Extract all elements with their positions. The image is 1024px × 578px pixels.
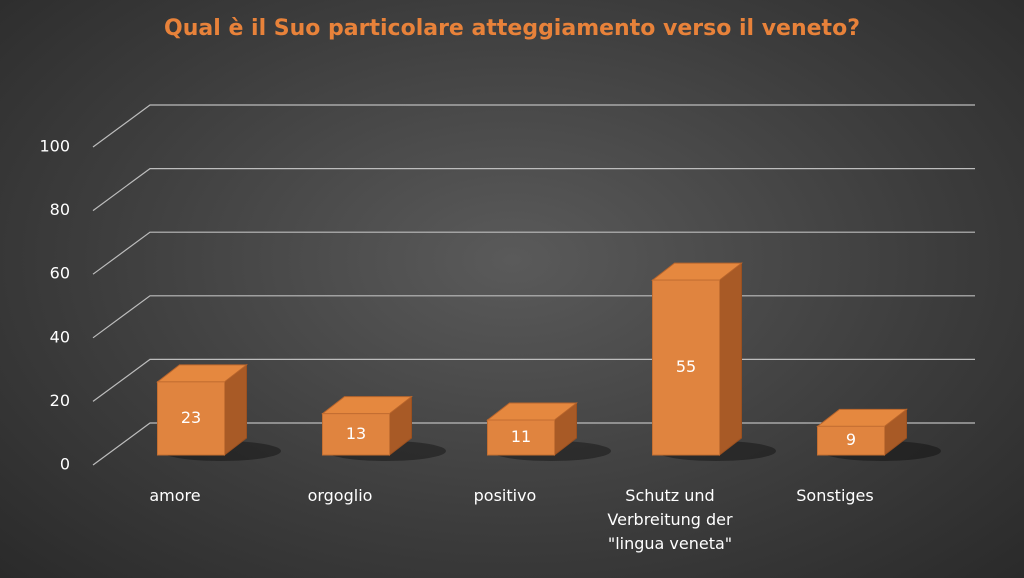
bar-side [719,262,742,457]
x-tick-label: positivo [473,486,537,505]
bar [487,419,555,456]
y-tick-label: 40 [50,327,70,346]
value-label: 13 [346,424,366,443]
grid-line [92,104,975,148]
x-tick-label: Schutz und Verbreitung der "lingua venet… [607,486,733,553]
grid-line [92,168,975,212]
y-tick-label: 0 [60,455,70,474]
grid-line [92,295,975,339]
bar [652,279,720,456]
y-tick-label: 60 [50,264,70,283]
bar [817,425,885,456]
y-tick-label: 80 [50,200,70,219]
value-label: 55 [676,357,696,376]
x-tick-label: Sonstiges [796,486,874,505]
value-label: 9 [846,430,856,449]
x-tick-label: orgoglio [307,486,373,505]
x-tick-label: amore [149,486,201,505]
bar [322,413,390,456]
grid-line [92,231,975,275]
y-tick-label: 100 [39,137,70,156]
y-tick-label: 20 [50,391,70,410]
chart-title: Qual è il Suo particolare atteggiamento … [164,16,860,41]
bar [157,381,225,456]
value-label: 23 [181,408,201,427]
value-label: 11 [511,427,531,446]
